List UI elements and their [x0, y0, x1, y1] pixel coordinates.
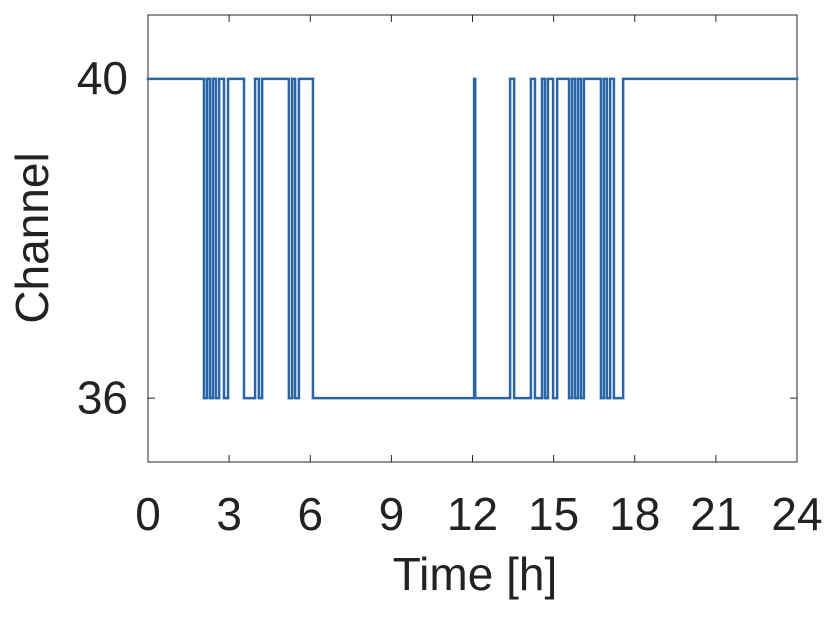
y-axis-label: Channel [6, 152, 58, 323]
x-tick-label: 3 [216, 488, 242, 540]
x-tick-label: 9 [379, 488, 405, 540]
x-tick-label: 15 [528, 488, 579, 540]
x-tick-label: 18 [609, 488, 660, 540]
y-tick-label: 40 [77, 52, 128, 104]
x-tick-label: 24 [771, 488, 822, 540]
x-tick-label: 0 [135, 488, 161, 540]
y-tick-label: 36 [77, 371, 128, 423]
x-tick-label: 6 [297, 488, 323, 540]
x-tick-label: 12 [447, 488, 498, 540]
x-axis-label: Time [h] [393, 548, 557, 600]
x-tick-label: 21 [690, 488, 741, 540]
plot-area [147, 14, 798, 463]
